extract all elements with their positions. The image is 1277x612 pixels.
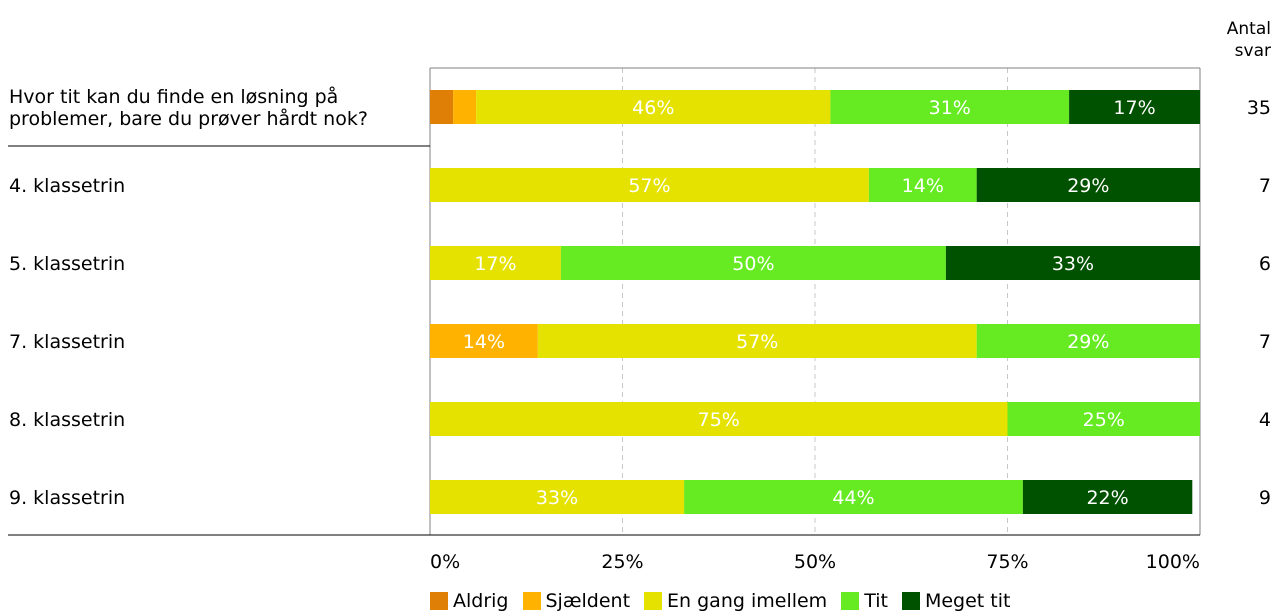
count-value: 7 [1259,331,1271,353]
legend: Aldrig Sjældent En gang imellem Tit Meget ti… [430,590,1024,612]
legend-item: Meget tit [901,590,1011,612]
data-label: 33% [536,487,578,509]
bar-segment [684,480,1023,514]
x-tick-label: 50% [794,551,836,573]
data-label: 31% [929,97,971,119]
bar-segment [430,90,454,124]
data-label: 57% [628,175,670,197]
legend-item: En gang imellem [644,590,827,612]
legend-swatch [841,592,860,610]
data-label: 44% [832,487,874,509]
category-label: 4. klassetrin [9,175,125,197]
data-label: 29% [1067,175,1109,197]
legend-label: Meget tit [924,590,1011,612]
x-tick-label: 100% [1146,551,1200,573]
category-label: 7. klassetrin [9,331,125,353]
count-value: 4 [1259,409,1271,431]
legend-swatch [644,592,663,610]
legend-swatch [430,592,448,610]
data-label: 29% [1067,331,1109,353]
legend-swatch [522,592,541,610]
data-label: 33% [1052,253,1094,275]
count-value: 9 [1259,487,1271,509]
bar-segment [430,402,1008,436]
count-value: 35 [1247,97,1271,119]
data-label: 25% [1083,409,1125,431]
bar-segment [868,168,977,202]
count-header-line-1: Antal [1226,19,1271,39]
bar-segment [976,168,1200,202]
category-label: problemer, bare du prøver hårdt nok? [9,107,368,130]
data-label: 22% [1086,487,1128,509]
data-label: 57% [736,331,778,353]
legend-item: Aldrig [430,590,509,612]
bar-segment [453,90,477,124]
data-label: 17% [474,253,516,275]
bar-segment [560,246,946,280]
legend-item: Tit [841,590,888,612]
bar-segment [430,246,561,280]
bar-segment [945,246,1200,280]
count-value: 6 [1259,253,1271,275]
bar-segment [1069,90,1200,124]
data-label: 46% [632,97,674,119]
bar-segment [1007,402,1200,436]
data-label: 14% [463,331,505,353]
count-header: Antal svar [1227,18,1271,62]
data-label: 50% [732,253,774,275]
bar-segment [430,324,538,358]
bar-segment [430,168,869,202]
legend-label: Sjældent [545,590,631,612]
legend-item: Sjældent [522,590,631,612]
category-label: Hvor tit kan du finde en løsning på [9,85,338,108]
bar-segment [830,90,1070,124]
count-value: 7 [1259,175,1271,197]
legend-swatch [901,592,920,610]
x-tick-label: 75% [986,551,1028,573]
bar-segment [537,324,977,358]
category-label: 5. klassetrin [9,253,125,275]
category-label: 9. klassetrin [9,487,125,509]
count-header-line-2: svar [1234,41,1271,61]
data-label: 14% [902,175,944,197]
bar-segment [1022,480,1193,514]
legend-label: En gang imellem [667,590,828,612]
category-label: 8. klassetrin [9,409,125,431]
x-tick-label: 25% [601,551,643,573]
bar-segment [430,480,685,514]
data-label: 17% [1113,97,1155,119]
bar-segment [476,90,831,124]
legend-label: Tit [864,590,888,612]
x-tick-label: 0% [430,551,460,573]
bar-segment [976,324,1200,358]
data-label: 75% [698,409,740,431]
legend-label: Aldrig [453,590,509,612]
